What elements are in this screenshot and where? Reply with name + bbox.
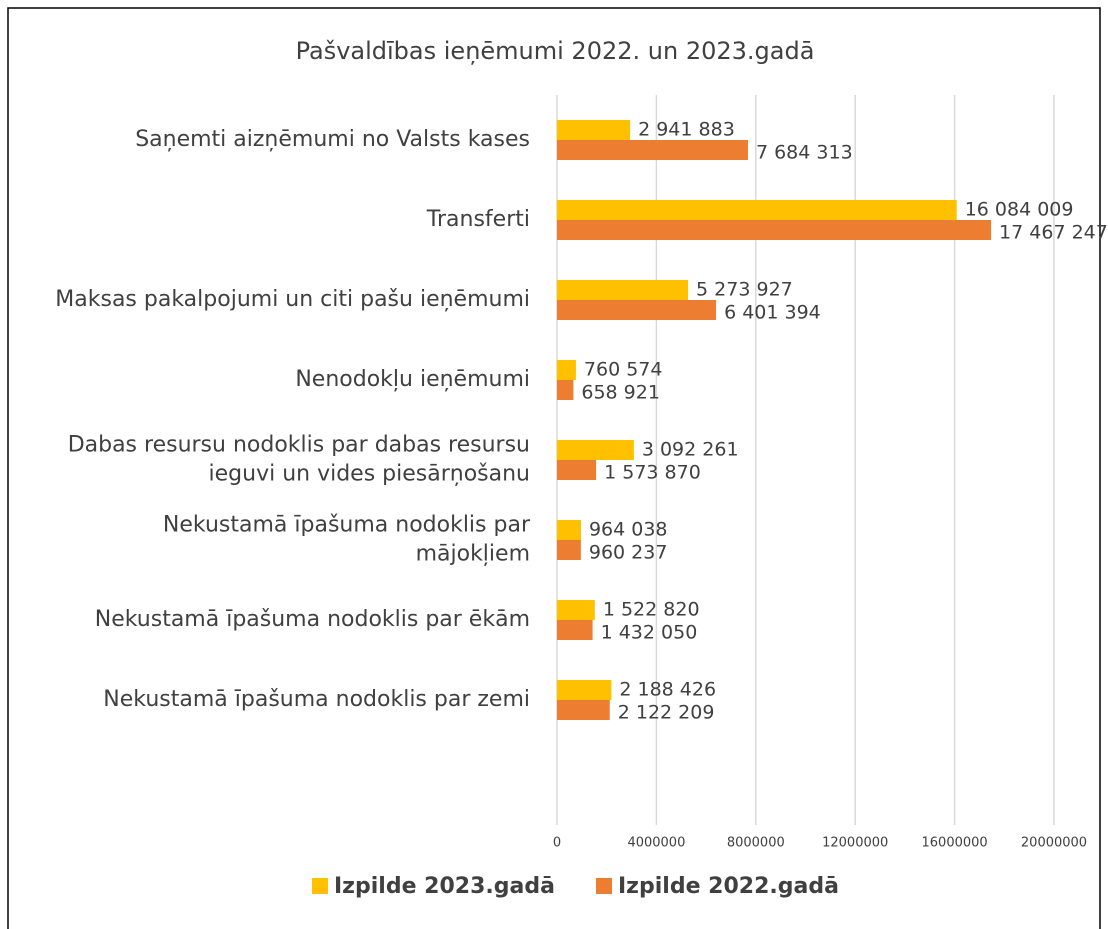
y-tick-label: Nekustamā īpašuma nodoklis par zemi [103,687,530,712]
value-label: 16 084 009 [965,199,1074,221]
value-label: 658 921 [581,382,660,404]
value-label: 960 237 [589,542,668,564]
y-tick-label: Saņemti aizņēmumi no Valsts kases [135,127,530,152]
legend-swatch [596,878,612,894]
x-tick-label: 16000000 [922,836,988,851]
value-label: 760 574 [584,359,663,381]
bar [557,140,748,160]
bar [557,700,610,720]
value-label: 2 122 209 [618,702,715,724]
bar [557,200,957,220]
bar [557,220,992,240]
bar [557,380,574,400]
legend-label: Izpilde 2022.gadā [618,874,839,899]
value-label: 2 941 883 [638,119,735,141]
value-label: 964 038 [589,519,668,541]
value-label: 17 467 247 [999,222,1108,244]
y-tick-label: Nenodokļu ieņēmumi [295,367,530,392]
y-tick-label: Nekustamā īpašuma nodoklis par mājokļiem [163,513,531,567]
x-tick-label: 4000000 [627,836,685,851]
y-tick-label-line: Nekustamā īpašuma nodoklis par [163,513,531,538]
x-tick-label: 12000000 [822,836,888,851]
value-label: 3 092 261 [642,439,739,461]
value-label: 1 573 870 [604,462,701,484]
y-tick-label: Transferti [426,207,530,232]
legend-label: Izpilde 2023.gadā [334,874,555,899]
y-tick-label: Dabas resursu nodoklis par dabas resursu… [68,433,530,487]
legend-swatch [312,878,328,894]
bar [557,300,717,320]
bar [557,680,612,700]
bar [557,540,581,560]
bar [557,600,595,620]
value-label: 6 401 394 [724,302,821,324]
bar [557,440,634,460]
value-label: 7 684 313 [756,142,853,164]
value-label: 1 522 820 [603,599,700,621]
y-tick-label: Maksas pakalpojumi un citi pašu ieņēmumi [55,287,530,312]
bar [557,120,631,140]
bar [557,460,597,480]
bar [557,520,581,540]
bar [557,360,576,380]
value-label: 5 273 927 [696,279,793,301]
y-tick-label-line: Dabas resursu nodoklis par dabas resursu [68,433,530,458]
bar [557,620,593,640]
value-label: 2 188 426 [619,679,716,701]
chart-frame [7,7,1101,929]
x-tick-label: 0 [553,836,561,851]
chart-title: Pašvaldības ieņēmumi 2022. un 2023.gadā [296,37,815,65]
y-tick-label-line: mājokļiem [416,542,530,567]
y-tick-label: Nekustamā īpašuma nodoklis par ēkām [95,607,530,632]
value-label: 1 432 050 [601,622,698,644]
x-tick-label: 20000000 [1021,836,1087,851]
bar [557,280,689,300]
x-tick-label: 8000000 [727,836,785,851]
y-tick-label-line: ieguvi un vides piesārņošanu [209,462,530,487]
